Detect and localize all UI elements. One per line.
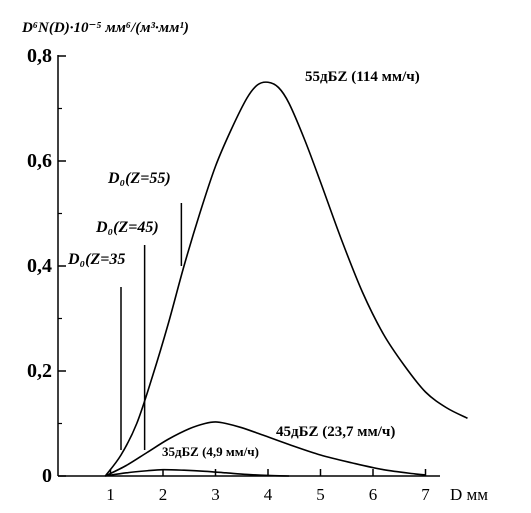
x-tick-label: 4 — [264, 485, 273, 504]
d0-label-45: D₀(Z=45) — [95, 219, 159, 236]
x-axis-title: D мм — [450, 485, 488, 504]
series-55dbz-line — [104, 81, 468, 477]
series-label-35: 35дБZ (4,9 мм/ч) — [162, 444, 259, 459]
d0-label-55: D₀(Z=55) — [107, 170, 171, 187]
annotation-lines — [120, 203, 183, 450]
x-tick-label: 3 — [211, 485, 220, 504]
series-lines — [104, 81, 468, 477]
series-label-55: 55дБZ (114 мм/ч) — [305, 69, 420, 85]
y-axis-title: D⁶N(D)·10⁻⁵ мм⁶/(м³·мм¹) — [21, 20, 189, 36]
y-tick-label: 0,8 — [27, 45, 52, 67]
series-label-45: 45дБZ (23,7 мм/ч) — [276, 424, 395, 440]
y-tick-label: 0,4 — [27, 255, 52, 277]
d0-label-35: D₀(Z=35 — [67, 251, 125, 268]
x-tick-label: 2 — [159, 485, 168, 504]
series-35dbz-line — [105, 468, 290, 477]
x-tick-label: 1 — [106, 485, 115, 504]
x-tick-label: 5 — [316, 485, 325, 504]
series-45dbz-line — [104, 421, 426, 477]
y-ticks: 0 0,2 0,4 0,6 0,8 — [27, 45, 66, 487]
x-tick-label: 6 — [369, 485, 378, 504]
y-tick-label: 0,2 — [27, 360, 52, 382]
x-tick-label: 7 — [421, 485, 430, 504]
y-tick-label: 0,6 — [27, 150, 52, 172]
x-ticks: 1 2 3 4 5 6 7 — [106, 469, 430, 504]
y-tick-label: 0 — [42, 465, 52, 487]
